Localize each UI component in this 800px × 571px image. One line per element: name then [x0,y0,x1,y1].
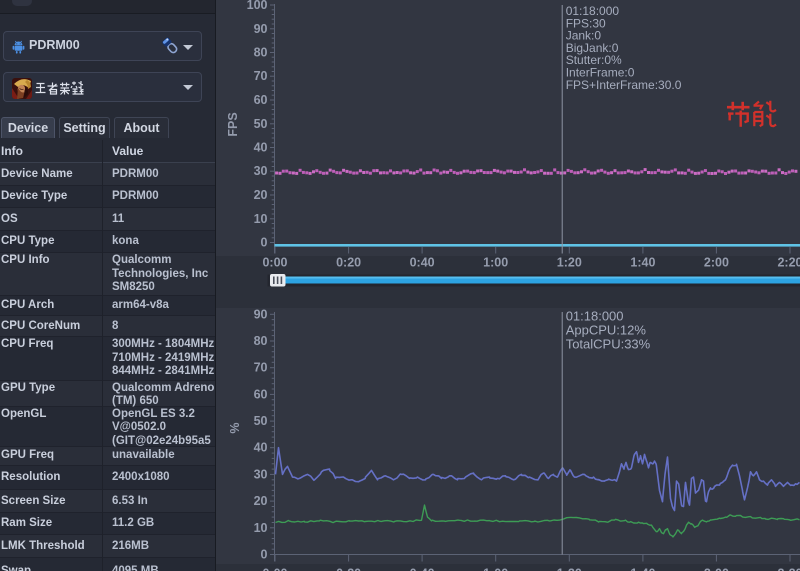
svg-text:2:20: 2:20 [777,256,800,270]
svg-text:30: 30 [254,467,268,481]
svg-text:FPS: FPS [226,112,240,136]
svg-text:0:20: 0:20 [336,567,361,571]
svg-text:70: 70 [254,361,268,375]
svg-text:0: 0 [261,236,268,250]
svg-text:1:40: 1:40 [630,567,655,571]
svg-text:Stutter:0%: Stutter:0% [566,53,622,67]
svg-text:1:20: 1:20 [557,567,582,571]
svg-text:50: 50 [254,414,268,428]
svg-text:80: 80 [254,46,268,60]
svg-text:100: 100 [247,0,268,12]
svg-text:10: 10 [254,521,268,535]
svg-text:40: 40 [254,141,268,155]
svg-text:2:00: 2:00 [704,256,729,270]
svg-text:50: 50 [254,117,268,131]
svg-text:0:00: 0:00 [262,567,287,571]
svg-text:2:00: 2:00 [704,567,729,571]
svg-text:1:20: 1:20 [557,256,582,270]
svg-text:30: 30 [254,164,268,178]
svg-text:0: 0 [261,548,268,562]
svg-text:%: % [228,422,242,433]
svg-text:01:18:000: 01:18:000 [566,309,624,324]
svg-text:90: 90 [254,22,268,36]
svg-text:80: 80 [254,334,268,348]
svg-text:0:40: 0:40 [410,256,435,270]
svg-text:2:20: 2:20 [777,567,800,571]
svg-text:90: 90 [254,307,268,321]
svg-text:60: 60 [254,93,268,107]
svg-text:01:18:000: 01:18:000 [566,4,620,18]
svg-text:TotalCPU:33%: TotalCPU:33% [566,337,651,352]
svg-text:0:00: 0:00 [262,256,287,270]
svg-text:Jank:0: Jank:0 [566,29,602,43]
svg-text:FPS:30: FPS:30 [566,16,606,30]
svg-text:1:00: 1:00 [483,256,508,270]
svg-text:20: 20 [254,188,268,202]
svg-text:10: 10 [254,212,268,226]
svg-text:0:20: 0:20 [336,256,361,270]
svg-text:20: 20 [254,494,268,508]
svg-text:FPS+InterFrame:30.0: FPS+InterFrame:30.0 [566,78,682,92]
svg-text:70: 70 [254,69,268,83]
svg-text:1:00: 1:00 [483,567,508,571]
svg-text:BigJank:0: BigJank:0 [566,41,619,55]
svg-text:40: 40 [254,441,268,455]
svg-text:InterFrame:0: InterFrame:0 [566,66,635,80]
svg-text:1:40: 1:40 [630,256,655,270]
svg-text:AppCPU:12%: AppCPU:12% [566,323,647,338]
svg-text:0:40: 0:40 [410,567,435,571]
svg-text:60: 60 [254,387,268,401]
